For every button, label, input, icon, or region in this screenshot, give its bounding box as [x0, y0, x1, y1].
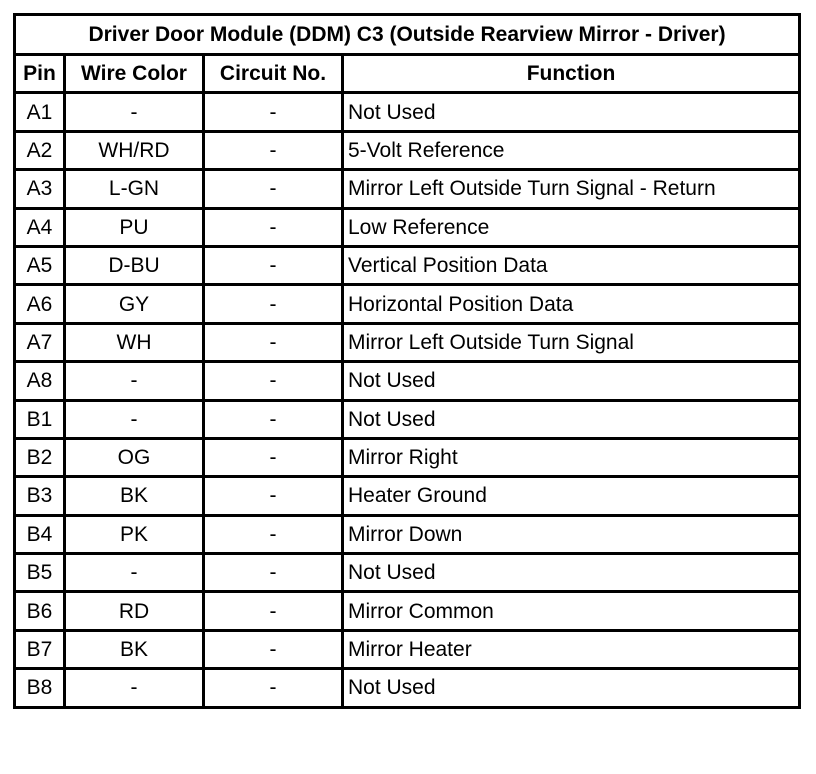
wire-color-cell: WH/RD: [63, 129, 205, 172]
function-cell: 5-Volt Reference: [340, 129, 802, 172]
circuit-cell: -: [202, 168, 344, 210]
pin-cell: B7: [13, 628, 66, 671]
function-cell: Mirror Left Outside Turn Signal: [340, 321, 802, 364]
header-pin: Pin: [13, 52, 66, 95]
wire-color-cell: PK: [63, 513, 205, 556]
circuit-cell: -: [202, 206, 344, 248]
pin-cell: B8: [13, 667, 66, 709]
function-cell: Horizontal Position Data: [340, 283, 802, 325]
pin-cell: B2: [13, 436, 66, 479]
circuit-cell: -: [202, 91, 344, 133]
pin-cell: A1: [13, 91, 66, 133]
function-cell: Not Used: [340, 398, 802, 440]
table-row: B4 PK - Mirror Down: [13, 513, 802, 556]
pin-cell: B4: [13, 513, 66, 556]
wire-color-cell: -: [63, 360, 205, 402]
wire-color-cell: BK: [63, 475, 205, 517]
pin-cell: A7: [13, 321, 66, 364]
circuit-cell: -: [202, 590, 344, 632]
function-cell: Mirror Common: [340, 590, 802, 632]
circuit-cell: -: [202, 129, 344, 172]
pin-cell: B3: [13, 475, 66, 517]
table-title-row: Driver Door Module (DDM) C3 (Outside Rea…: [12, 13, 802, 56]
pin-cell: A8: [13, 360, 66, 402]
table-row: A4 PU - Low Reference: [13, 206, 802, 248]
function-cell: Heater Ground: [340, 475, 802, 517]
table-row: B5- - Not Used: [13, 552, 802, 594]
function-cell: Not Used: [340, 552, 802, 594]
wire-color-cell: RD: [63, 590, 205, 632]
circuit-cell: -: [202, 360, 344, 402]
table-row: B2 OG - Mirror Right: [13, 436, 802, 479]
table-row: B6 RD - Mirror Common: [13, 590, 802, 632]
header-function: Function: [340, 52, 802, 95]
table-header-row: Pin Wire Color Circuit No. Function: [13, 52, 802, 95]
circuit-cell: -: [202, 436, 344, 479]
circuit-cell: -: [202, 475, 344, 517]
circuit-cell: -: [202, 244, 344, 287]
circuit-cell: -: [202, 398, 344, 440]
table-row: B3 BK - Heater Ground: [13, 475, 802, 517]
pin-cell: A2: [13, 129, 66, 172]
circuit-cell: -: [202, 628, 344, 671]
pin-cell: A6: [13, 283, 66, 325]
wire-color-cell: BK: [63, 628, 205, 671]
function-cell: Mirror Down: [340, 513, 802, 556]
table-row: B8- - Not Used: [13, 667, 802, 709]
wire-color-cell: WH: [63, 321, 205, 364]
circuit-cell: -: [202, 283, 344, 325]
function-cell: Not Used: [340, 91, 802, 133]
wire-color-cell: -: [63, 667, 205, 709]
wire-color-cell: GY: [63, 283, 205, 325]
circuit-cell: -: [202, 552, 344, 594]
pin-cell: B5: [13, 552, 66, 594]
pin-cell: A4: [13, 206, 66, 248]
table-row: A7 WH - Mirror Left Outside Turn Signal: [13, 321, 802, 364]
pin-cell: A5: [13, 244, 66, 287]
wire-color-cell: -: [63, 552, 205, 594]
function-cell: Mirror Right: [340, 436, 802, 479]
table-row: A6 GY - Horizontal Position Data: [13, 283, 802, 325]
wire-color-cell: PU: [63, 206, 205, 248]
pin-cell: B6: [13, 590, 66, 632]
wire-color-cell: D-BU: [63, 244, 205, 287]
table-title: Driver Door Module (DDM) C3 (Outside Rea…: [12, 13, 802, 56]
table-row: A3 L-GN - Mirror Left Outside Turn Signal -…: [13, 168, 802, 210]
function-cell: Not Used: [340, 667, 802, 709]
function-cell: Mirror Left Outside Turn Signal - Return: [340, 168, 802, 210]
wire-color-cell: -: [63, 398, 205, 440]
circuit-cell: -: [202, 667, 344, 709]
table-row: B7 BK - Mirror Heater: [13, 628, 802, 671]
wire-color-cell: OG: [63, 436, 205, 479]
pin-cell: B1: [13, 398, 66, 440]
table-row: B1- - Not Used: [13, 398, 802, 440]
pin-cell: A3: [13, 168, 66, 210]
circuit-cell: -: [202, 513, 344, 556]
table-row: A1- - Not Used: [13, 91, 802, 133]
function-cell: Mirror Heater: [340, 628, 802, 671]
wire-color-cell: -: [63, 91, 205, 133]
circuit-cell: -: [202, 321, 344, 364]
header-wire-color: Wire Color: [63, 52, 205, 95]
function-cell: Not Used: [340, 360, 802, 402]
table-row: A5 D-BU - Vertical Position Data: [13, 244, 802, 287]
connector-pinout-table: Driver Door Module (DDM) C3 (Outside Rea…: [12, 13, 802, 709]
header-circuit: Circuit No.: [202, 52, 344, 95]
wire-color-cell: L-GN: [63, 168, 205, 210]
table-row: A8- - Not Used: [13, 360, 802, 402]
table-row: A2 WH/RD -5-Volt Reference: [13, 129, 802, 172]
function-cell: Vertical Position Data: [340, 244, 802, 287]
function-cell: Low Reference: [340, 206, 802, 248]
